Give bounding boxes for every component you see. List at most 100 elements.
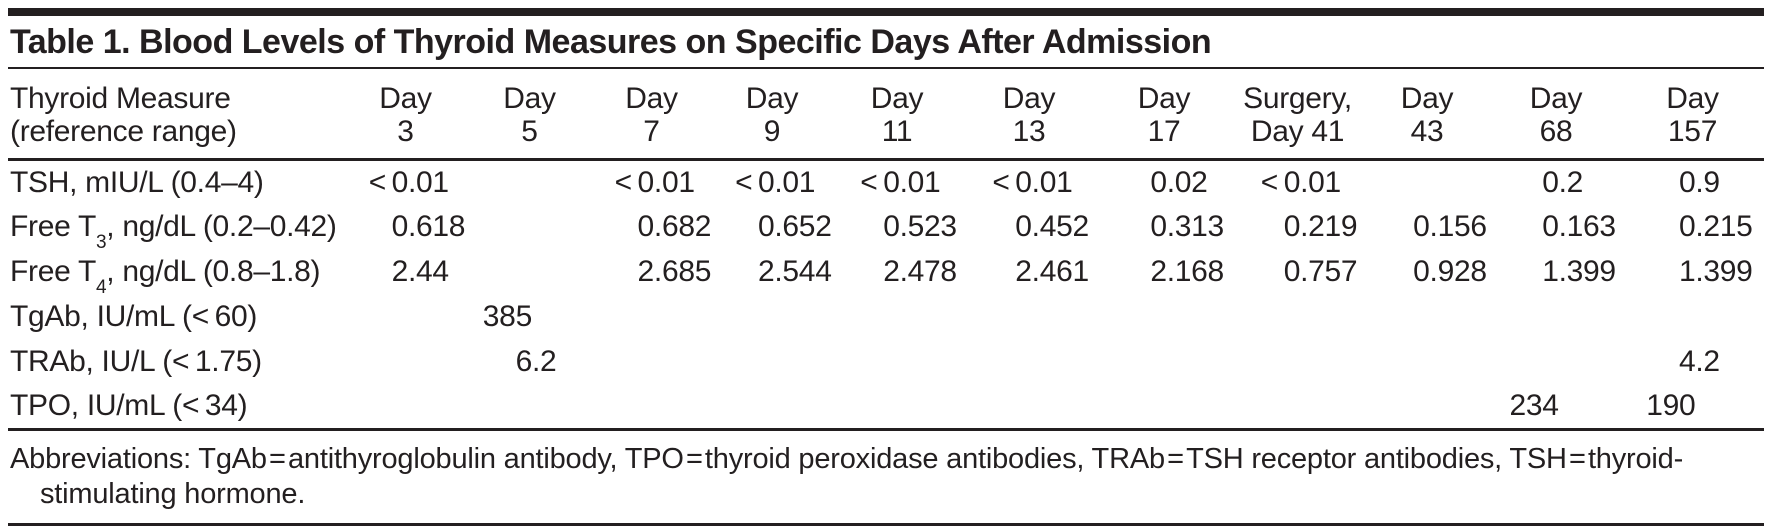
table-cell: 0.163 — [1491, 205, 1621, 250]
table-cell: 2.544 — [712, 250, 832, 295]
column-header-3: Day 3 — [343, 69, 468, 160]
cell-frac-part: .163 — [1558, 210, 1617, 243]
table-cell — [1096, 340, 1232, 385]
top-bar — [8, 8, 1764, 16]
table-row: Free T4, ng/dL (0.8–1.8) 2.44 2.685 2.544 2.… — [8, 250, 1764, 297]
cell-value: 2.478 — [832, 255, 962, 289]
column-header-line1: Day — [1529, 82, 1583, 115]
cell-frac-part: .618 — [408, 210, 466, 243]
column-header-line1: Day — [1666, 82, 1719, 115]
cell-int-part: 0 — [1150, 210, 1167, 243]
table-cell — [712, 295, 832, 340]
cell-value: < 0.01 — [832, 166, 962, 200]
cell-frac-part: .452 — [1031, 210, 1090, 243]
cell-frac-part: .168 — [1166, 255, 1225, 288]
label-header-line1: Thyroid Measure — [10, 82, 231, 115]
cell-frac-part: .01 — [899, 165, 941, 199]
table-cell: 2.461 — [962, 250, 1096, 295]
cell-frac-part: .01 — [653, 165, 695, 199]
row-label: TRAb, IU/L (< 1.75) — [10, 345, 262, 378]
table-cell — [1096, 295, 1232, 340]
cell-frac-part: .2 — [1695, 345, 1720, 378]
table-cell — [962, 385, 1096, 430]
table-title: Table 1. Blood Levels of Thyroid Measure… — [10, 23, 1212, 61]
cell-value: 0.523 — [832, 210, 962, 244]
row-label: TSH, mIU/L (0.4–4) — [10, 165, 264, 199]
column-header-line1: Day — [1400, 82, 1454, 115]
table-row: TRAb, IU/L (< 1.75) 6.2 4.2 — [8, 340, 1764, 385]
row-label: Free T3, ng/dL (0.2–0.42) — [10, 210, 337, 253]
table-cell — [962, 295, 1096, 340]
footnote: Abbreviations: TgAb = antithyroglobulin … — [8, 431, 1764, 523]
cell-int-part: 0 — [1413, 255, 1430, 288]
table-row: TgAb, IU/mL (< 60) 385 — [8, 295, 1764, 340]
cell-frac-part: .156 — [1429, 210, 1488, 243]
cell-value: 2.544 — [712, 255, 832, 289]
table-cell: < 0.01 — [1232, 160, 1363, 205]
table-cell: 0.219 — [1232, 205, 1363, 250]
table-cell: 0.9 — [1621, 160, 1764, 205]
cell-int-part: < 0 — [614, 165, 655, 199]
cell-int-part: 385 — [482, 300, 532, 333]
table-row: TPO, IU/mL (< 34) 234 190 — [8, 385, 1764, 430]
cell-frac-part: .215 — [1695, 210, 1753, 243]
column-header-line1: Day — [503, 82, 556, 115]
header-row: Thyroid Measure (reference range) Day 3 Da… — [8, 69, 1764, 160]
column-header-line2: 17 — [1147, 115, 1181, 148]
cell-int-part: 2 — [883, 255, 900, 288]
cell-int-part: 0 — [1283, 255, 1301, 288]
footnote-line-2: stimulating hormone. — [40, 478, 306, 510]
table-cell — [1363, 385, 1491, 430]
column-header-line2: 13 — [1012, 115, 1046, 148]
table-cell: 1.399 — [1621, 250, 1764, 295]
table-cell — [591, 340, 712, 385]
cell-value: 1.399 — [1621, 255, 1764, 289]
column-header-43: Day 43 — [1363, 69, 1491, 160]
cell-value: 0.215 — [1621, 210, 1764, 244]
cell-value: < 0.01 — [343, 166, 468, 200]
thyroid-measures-table: Thyroid Measure (reference range) Day 3 Da… — [8, 69, 1764, 431]
column-header-line2: 43 — [1410, 115, 1444, 148]
table-cell — [591, 295, 712, 340]
cell-frac-part: .399 — [1558, 255, 1617, 288]
table-cell: 4.2 — [1621, 340, 1764, 385]
cell-frac-part: .01 — [1300, 165, 1341, 199]
cell-value: 1.399 — [1491, 255, 1621, 289]
table-cell: < 0.01 — [962, 160, 1096, 205]
cell-value: 0.452 — [962, 210, 1096, 244]
cell-int-part: 0 — [1015, 210, 1032, 243]
cell-int-part: 0 — [758, 210, 775, 243]
table-cell: 234 — [1491, 385, 1621, 430]
cell-int-part: < 0 — [1260, 165, 1301, 199]
cell-int-part: 0 — [1678, 210, 1696, 243]
column-header-line2: 9 — [763, 115, 781, 148]
column-header-line1: Day — [379, 82, 432, 115]
cell-int-part: 234 — [1509, 389, 1559, 423]
table-cell — [832, 340, 962, 385]
table-cell: 0.928 — [1363, 250, 1491, 295]
cell-value: 0.313 — [1096, 210, 1232, 244]
table-cell — [468, 250, 591, 295]
cell-frac-part: .9 — [1695, 165, 1720, 199]
table-cell: 0.313 — [1096, 205, 1232, 250]
cell-value: 2.44 — [343, 255, 468, 289]
table-row: TSH, mIU/L (0.4–4) < 0.01 < 0.01 < 0.01 < 0.… — [8, 160, 1764, 205]
cell-int-part: 2 — [637, 255, 655, 288]
cell-value: 2.685 — [591, 255, 712, 289]
table-cell — [1232, 385, 1363, 430]
cell-int-part: 0 — [1150, 165, 1167, 199]
table-cell — [468, 385, 591, 430]
cell-frac-part: .523 — [899, 210, 958, 243]
cell-int-part: 2 — [758, 255, 775, 288]
cell-frac-part: .2 — [1558, 165, 1584, 199]
table-cell — [832, 385, 962, 430]
table-cell — [1232, 295, 1363, 340]
cell-int-part: 1 — [1678, 255, 1696, 288]
table-cell — [1491, 295, 1621, 340]
cell-int-part: < 0 — [368, 165, 409, 199]
cell-int-part: < 0 — [735, 165, 775, 199]
column-header-day-41: Surgery, Day 41 — [1232, 69, 1363, 160]
cell-int-part: 0 — [637, 210, 655, 243]
table-cell: < 0.01 — [591, 160, 712, 205]
